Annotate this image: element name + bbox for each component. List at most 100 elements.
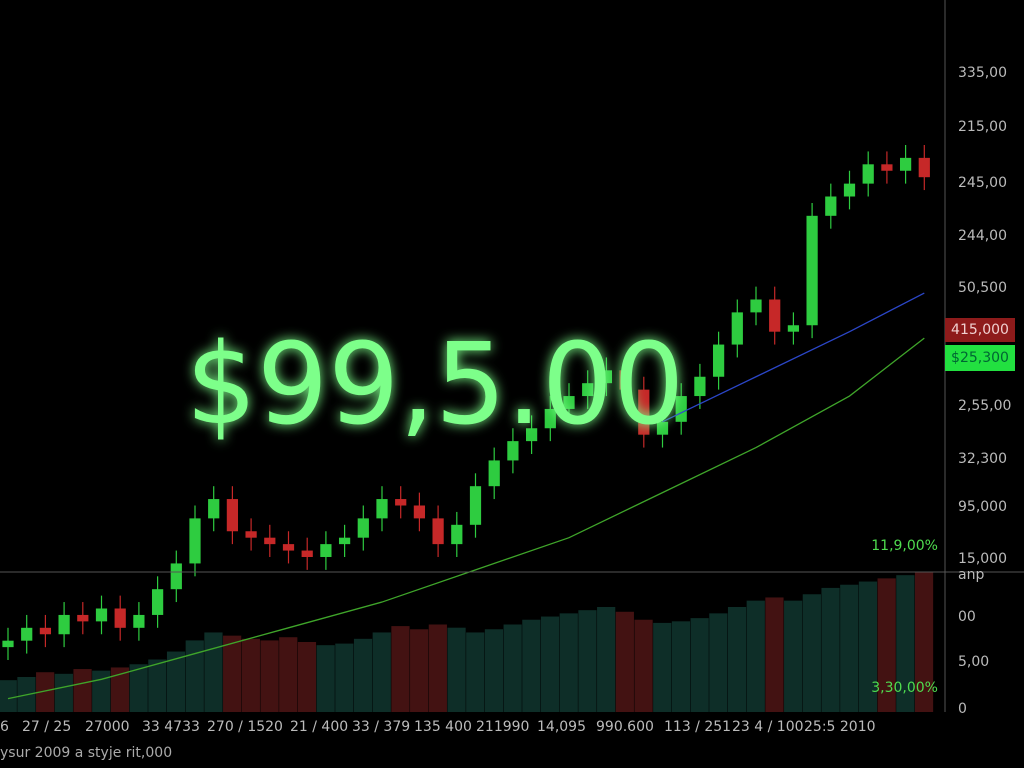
percent-label: 11,9,00% [871, 538, 938, 554]
volume-bar [54, 673, 73, 712]
axis-label: 215,00 [958, 119, 1007, 135]
time-label: 25:5 2010 [804, 719, 876, 735]
time-label: 27 / 25 [22, 719, 71, 735]
axis-label: 00 [958, 609, 976, 625]
candle-body [918, 157, 930, 178]
volume-bar [727, 607, 747, 712]
candle-body [750, 299, 762, 313]
volume-bar [559, 613, 578, 712]
candle-body [189, 518, 201, 564]
candle-body [170, 563, 182, 590]
badge-green [945, 345, 1015, 371]
volume-bar [914, 572, 934, 712]
moving-average [7, 337, 925, 700]
candle-body [245, 531, 257, 538]
volume-bar [92, 670, 111, 712]
candle-body [21, 627, 33, 641]
volume-bar [540, 616, 560, 712]
volume-bar [185, 640, 204, 712]
footer-text: ysur 2009 a styje rit,000 [0, 745, 172, 761]
candle-body [656, 421, 669, 435]
candle-body [77, 614, 89, 622]
candle-body [432, 518, 444, 545]
volume-bar [671, 621, 691, 712]
candle-body [806, 215, 818, 326]
candle-body [731, 312, 743, 345]
volume-bar [578, 610, 597, 712]
candle-body [226, 499, 239, 532]
volume-bar [410, 629, 429, 712]
badge-red-label: 415,000 [951, 322, 1009, 338]
volume-bar [896, 575, 915, 712]
candle-body [899, 157, 912, 171]
candle-body [338, 537, 351, 545]
candle-body [825, 196, 837, 216]
volume-bar [148, 659, 167, 712]
volume-bar [241, 638, 260, 712]
volume-bar [316, 645, 335, 712]
candle-body [114, 608, 126, 628]
time-label: 21 / 400 [290, 719, 348, 735]
candle-body [582, 383, 594, 397]
volume-bar [36, 672, 55, 712]
candle-body [469, 486, 482, 525]
volume-bar [840, 584, 859, 712]
badge-red [945, 318, 1015, 342]
candle-body [301, 550, 313, 557]
volume-bar [597, 607, 616, 712]
candle-body [95, 608, 108, 622]
time-label: 33 4733 [142, 719, 200, 735]
volume-bar [802, 594, 821, 712]
candle-body [787, 325, 800, 332]
axis-label: 2,55,00 [958, 398, 1011, 414]
time-label: 14,095 [537, 719, 586, 735]
time-label: 33 / 379 [352, 719, 410, 735]
candle-body [151, 589, 164, 615]
moving-average [662, 292, 925, 423]
volume-bar [353, 638, 373, 712]
candle-body [694, 376, 706, 397]
volume-bar [223, 635, 242, 712]
volume-bar [335, 643, 354, 712]
time-label: 990.600 [596, 719, 654, 735]
candle-body [357, 518, 369, 538]
axis-label: 95,000 [958, 499, 1007, 515]
time-label: 270 / 1520 [207, 719, 283, 735]
volume-bar [297, 642, 317, 712]
time-label: 113 / 251 [664, 719, 731, 735]
candle-body [208, 499, 220, 519]
volume-bar [522, 619, 541, 712]
volume-bar [615, 611, 634, 712]
volume-bar [784, 600, 803, 712]
volume-bar [634, 619, 653, 712]
axis-label: anp [958, 567, 984, 583]
candle-body [862, 164, 874, 184]
plot-area [0, 145, 934, 712]
axis-label: 0 [958, 701, 967, 717]
candle-body [544, 408, 556, 429]
candle-body [2, 640, 14, 648]
volume-bar [260, 640, 279, 712]
volume-bar [447, 627, 466, 712]
candle-body [525, 428, 538, 442]
candle-body [133, 614, 145, 628]
candle-body [282, 544, 295, 551]
axis-label: 32,300 [958, 451, 1007, 467]
axis-label: 245,00 [958, 175, 1007, 191]
volume-bar [110, 667, 130, 712]
candle-body [451, 524, 463, 545]
volume-bar [653, 622, 672, 712]
volume-bar [428, 624, 447, 712]
candle-body [488, 460, 500, 487]
candle-body [619, 370, 631, 390]
candle-body [395, 499, 407, 506]
candle-body [638, 389, 650, 435]
candle-body [264, 537, 276, 545]
volume-bar [372, 632, 391, 712]
candle-body [376, 499, 388, 519]
candle-body [675, 396, 687, 422]
volume-bar [746, 600, 765, 712]
candle-body [712, 344, 725, 377]
volume-bar [690, 618, 709, 712]
volume-bar [204, 632, 223, 712]
